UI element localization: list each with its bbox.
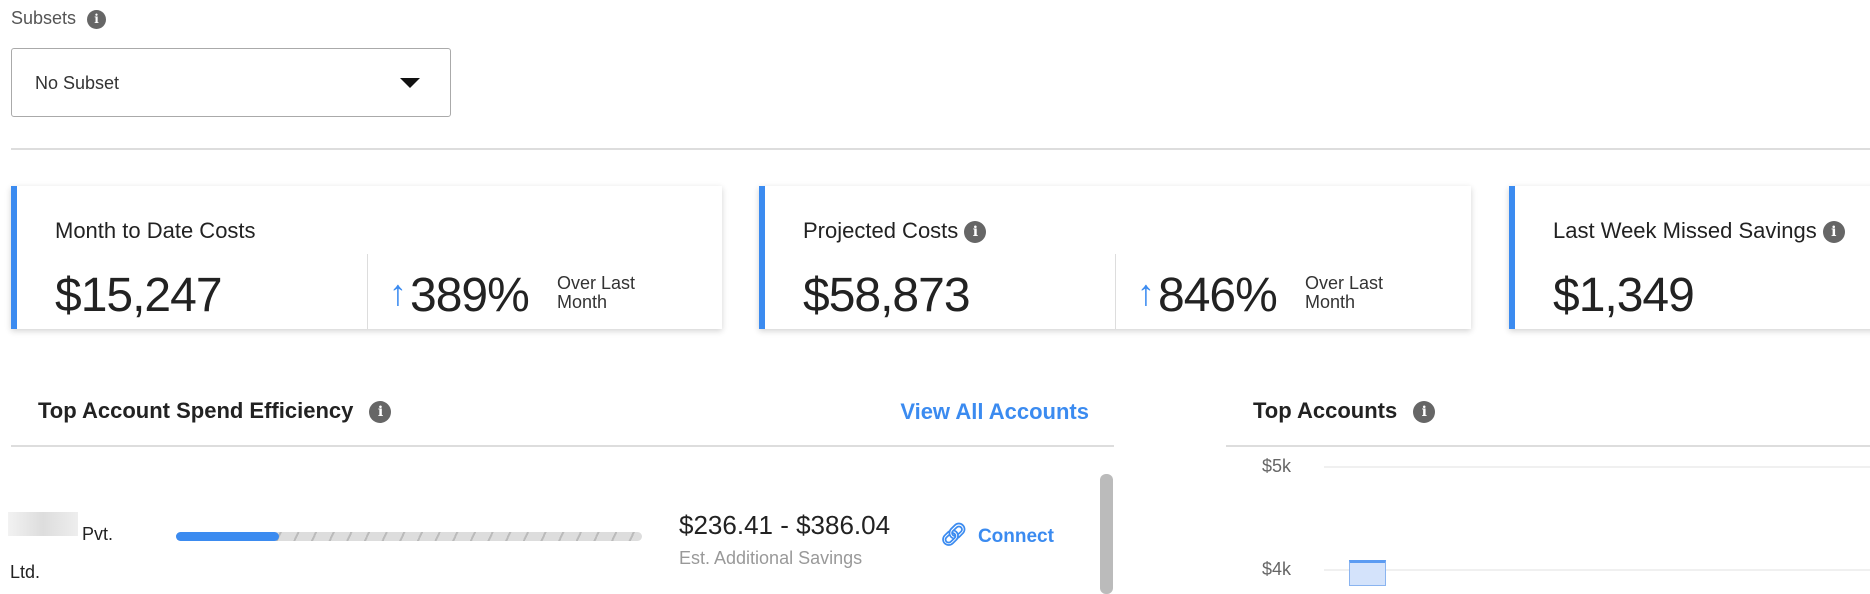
section-title: Top Accounts <box>1253 398 1398 423</box>
top-accounts-chart: $5k $4k <box>1226 447 1870 586</box>
divider <box>11 148 1870 150</box>
info-icon[interactable]: i <box>369 401 392 424</box>
gridline <box>1324 466 1870 468</box>
card-value: $58,873 <box>803 269 971 322</box>
gridline <box>1324 569 1870 571</box>
card-value: $1,349 <box>1553 269 1695 322</box>
card-missed-savings: Last Week Missed Savings i $1,349 <box>1509 186 1870 329</box>
y-tick-4k: $4k <box>1262 559 1292 579</box>
card-month-to-date: Month to Date Costs $15,247 ↑389% Over L… <box>11 186 722 329</box>
link-icon: 🔗︎ <box>940 522 968 547</box>
account-name: Pvt. Ltd. <box>10 524 114 582</box>
list-item: Pvt. Ltd. $236.41 - $386.04 Est. Additio… <box>0 470 1100 586</box>
subsets-label-text: Subsets <box>11 8 77 28</box>
y-tick-5k: $5k <box>1262 456 1292 476</box>
chevron-down-icon <box>400 78 420 88</box>
subsets-label: Subsets i <box>11 8 107 29</box>
card-title: Last Week Missed Savings i <box>1553 218 1845 244</box>
arrow-up-icon: ↑ <box>1137 272 1155 313</box>
arrow-up-icon: ↑ <box>389 272 407 313</box>
change-label: Over Last Month <box>1305 273 1384 312</box>
card-title: Month to Date Costs <box>55 218 256 243</box>
card-value: $15,247 <box>55 269 223 322</box>
info-icon[interactable]: i <box>964 221 987 244</box>
info-icon[interactable]: i <box>87 9 107 29</box>
change-value: 846% <box>1158 269 1278 322</box>
card-title-text: Projected Costs <box>803 218 959 243</box>
card-divider <box>1115 254 1116 329</box>
divider <box>1226 445 1870 447</box>
view-all-accounts-link[interactable]: View All Accounts <box>900 399 1089 424</box>
card-change: ↑389% <box>389 268 530 323</box>
efficiency-header: Top Account Spend Efficiency i <box>38 398 392 424</box>
efficiency-progress-bar <box>176 532 642 541</box>
scrollbar[interactable] <box>1100 474 1113 594</box>
subset-selected-value: No Subset <box>35 73 120 93</box>
progress-fill <box>176 532 279 541</box>
chart-bar[interactable] <box>1349 559 1386 586</box>
divider <box>11 445 1114 447</box>
connect-button[interactable]: 🔗︎ Connect <box>940 522 1054 548</box>
change-label: Over Last Month <box>557 273 636 312</box>
top-accounts-header: Top Accounts i <box>1253 398 1436 424</box>
info-icon[interactable]: i <box>1413 401 1436 424</box>
subset-dropdown[interactable]: No Subset <box>11 48 451 117</box>
card-change: ↑846% <box>1137 268 1278 323</box>
section-title: Top Account Spend Efficiency <box>38 398 354 423</box>
connect-label: Connect <box>977 526 1054 547</box>
savings-label: Est. Additional Savings <box>679 548 863 568</box>
card-title-text: Last Week Missed Savings <box>1553 218 1817 243</box>
card-title: Projected Costs i <box>803 218 987 244</box>
info-icon[interactable]: i <box>1822 221 1845 244</box>
card-projected: Projected Costs i $58,873 ↑846% Over Las… <box>759 186 1471 329</box>
card-divider <box>367 254 368 329</box>
change-value: 389% <box>410 269 530 322</box>
account-name-redacted <box>8 512 78 536</box>
savings-range: $236.41 - $386.04 <box>679 510 891 540</box>
